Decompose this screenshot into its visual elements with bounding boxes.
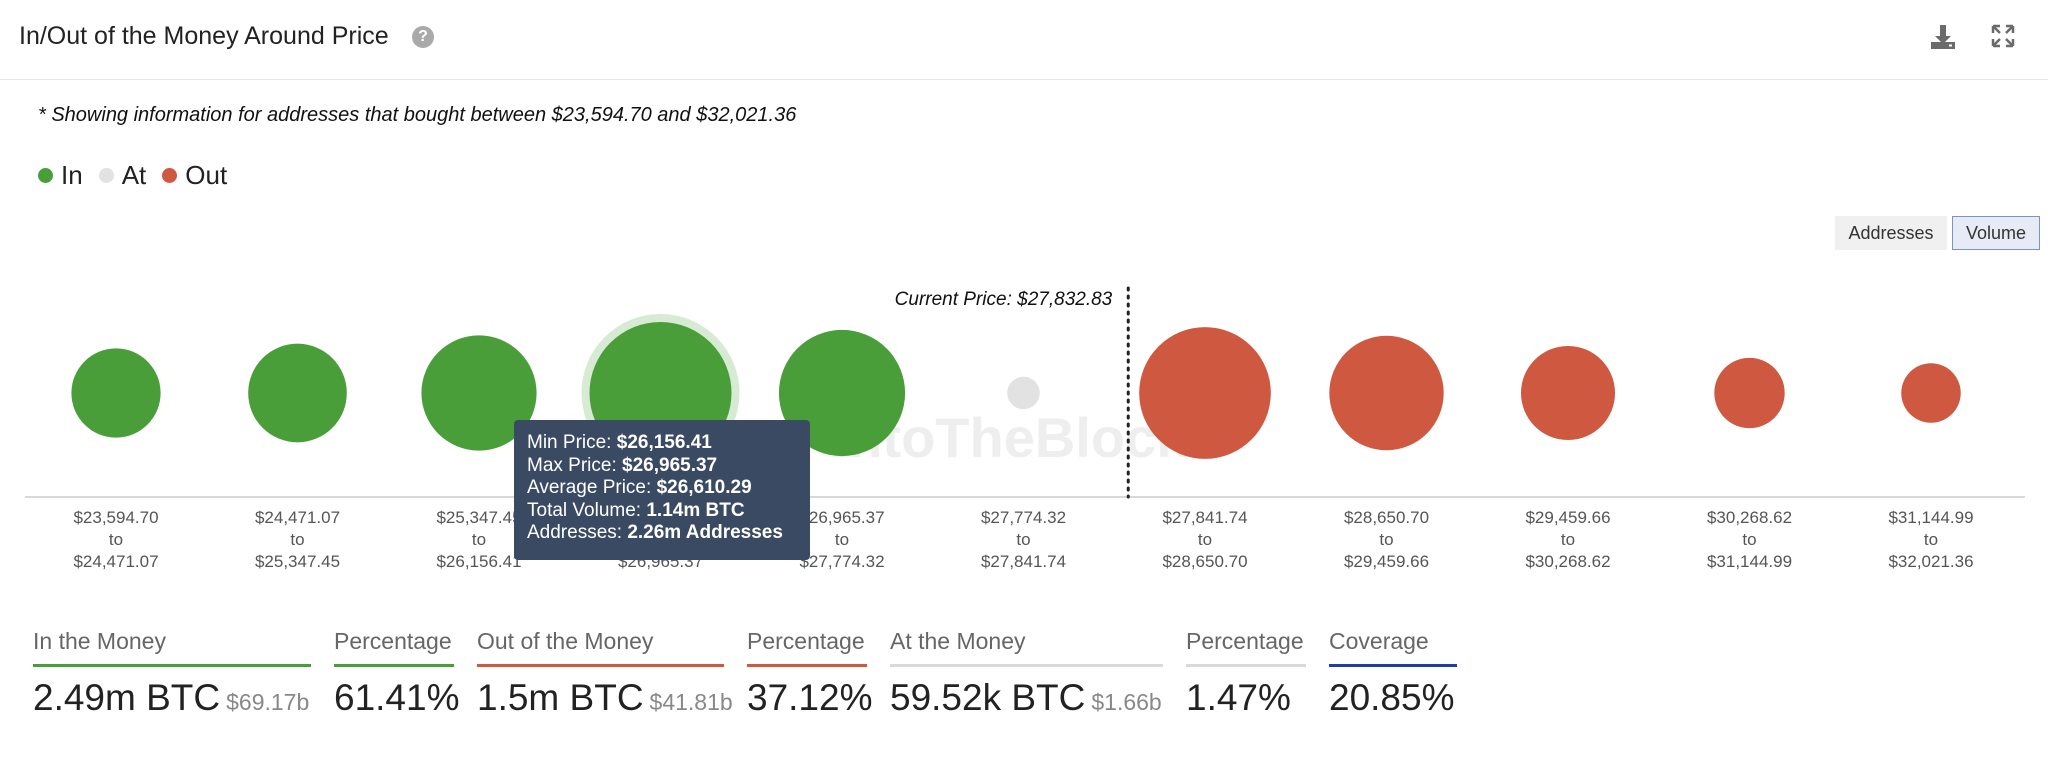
bucket-low-label: $29,459.66 bbox=[1525, 508, 1610, 527]
stat-sub-value: $41.81b bbox=[649, 689, 733, 715]
bucket-high-label: $32,021.36 bbox=[1888, 552, 1973, 571]
stat-value: 2.49m BTC $69.17b bbox=[33, 677, 310, 718]
expand-icon[interactable] bbox=[1989, 22, 2017, 50]
stat-label: Percentage bbox=[1186, 628, 1304, 654]
bucket-high-label: $24,471.07 bbox=[73, 552, 158, 571]
stat-in-the-money: In the Money 2.49m BTC $69.17b bbox=[33, 628, 311, 719]
stat-value: 61.41% bbox=[334, 677, 460, 718]
bucket-high-label: $31,144.99 bbox=[1707, 552, 1792, 571]
stat-rule bbox=[1186, 664, 1306, 667]
stat-rule bbox=[334, 664, 454, 667]
help-icon[interactable]: ? bbox=[412, 26, 434, 48]
bubble-out[interactable] bbox=[1520, 345, 1616, 441]
legend-label-in: In bbox=[61, 160, 83, 190]
bucket-high-label: $27,774.32 bbox=[799, 552, 884, 571]
bubble-in[interactable] bbox=[71, 348, 161, 438]
stat-at-the-money: At the Money 59.52k BTC $1.66b bbox=[890, 628, 1163, 719]
stat-rule bbox=[477, 664, 724, 667]
bucket-low-label: $28,650.70 bbox=[1344, 508, 1429, 527]
legend-label-out: Out bbox=[185, 160, 228, 190]
volume-toggle-button[interactable]: Volume bbox=[1952, 216, 2040, 250]
bubble-in[interactable] bbox=[421, 335, 537, 451]
bucket-to-label: to bbox=[472, 530, 486, 549]
bucket-high-label: $26,156.41 bbox=[436, 552, 521, 571]
bucket-high-label: $25,347.45 bbox=[255, 552, 340, 571]
bucket-to-label: to bbox=[835, 530, 849, 549]
bucket-low-label: $30,268.62 bbox=[1707, 508, 1792, 527]
download-icon[interactable] bbox=[1928, 22, 1958, 52]
bubble-out[interactable] bbox=[1714, 357, 1785, 429]
stat-label: In the Money bbox=[33, 628, 166, 654]
page-title: In/Out of the Money Around Price bbox=[19, 22, 389, 50]
stat-label: Percentage bbox=[747, 628, 865, 654]
addresses-toggle-button[interactable]: Addresses bbox=[1835, 216, 1947, 250]
panel-header: In/Out of the Money Around Price ? bbox=[0, 0, 2048, 80]
legend-item-in[interactable]: In bbox=[38, 160, 83, 191]
stat-rule bbox=[33, 664, 311, 667]
bucket-low-label: $24,471.07 bbox=[255, 508, 340, 527]
tooltip-average-price: Average Price: $26,610.29 bbox=[527, 477, 752, 498]
bubble-in[interactable] bbox=[778, 329, 906, 457]
bucket-to-label: to bbox=[1561, 530, 1575, 549]
stat-label: Out of the Money bbox=[477, 628, 654, 654]
stat-value: 1.47% bbox=[1186, 677, 1291, 718]
stat-rule bbox=[890, 664, 1163, 667]
stat-at-percentage: Percentage 1.47% bbox=[1186, 628, 1306, 719]
tooltip-addresses: Addresses: 2.26m Addresses bbox=[527, 522, 783, 543]
bubble-out[interactable] bbox=[1901, 363, 1961, 423]
bubble-in[interactable] bbox=[248, 343, 347, 443]
legend-item-out[interactable]: Out bbox=[162, 160, 227, 191]
tooltip-min-price: Min Price: $26,156.41 bbox=[527, 432, 712, 453]
stat-out-of-the-money: Out of the Money 1.5m BTC $41.81b bbox=[477, 628, 733, 719]
bucket-tooltip: Min Price: $26,156.41 Max Price: $26,965… bbox=[514, 420, 810, 560]
bucket-low-label: $25,347.45 bbox=[436, 508, 521, 527]
stat-value: 20.85% bbox=[1329, 677, 1455, 718]
legend-dot-at bbox=[98, 168, 114, 183]
tooltip-max-price: Max Price: $26,965.37 bbox=[527, 454, 718, 476]
bucket-to-label: to bbox=[1924, 530, 1938, 549]
legend: In At Out bbox=[38, 160, 243, 191]
bucket-to-label: to bbox=[290, 530, 304, 549]
stat-value: 37.12% bbox=[747, 677, 873, 718]
bubble-out[interactable] bbox=[1329, 335, 1444, 451]
stat-sub-value: $1.66b bbox=[1091, 689, 1162, 715]
range-note: * Showing information for addresses that… bbox=[38, 104, 797, 126]
current-price-label: Current Price: $27,832.83 bbox=[895, 289, 1113, 310]
bubble-out[interactable] bbox=[1139, 327, 1271, 459]
stat-label: Coverage bbox=[1329, 628, 1429, 654]
bucket-to-label: to bbox=[1016, 530, 1030, 549]
stat-rule bbox=[747, 664, 867, 667]
tooltip-total-volume: Total Volume: 1.14m BTC bbox=[527, 499, 745, 521]
bucket-to-label: to bbox=[1198, 530, 1212, 549]
legend-label-at: At bbox=[121, 160, 147, 190]
stat-label: At the Money bbox=[890, 628, 1026, 654]
legend-item-at[interactable]: At bbox=[98, 160, 147, 191]
bucket-high-label: $27,841.74 bbox=[981, 552, 1066, 571]
legend-dot-out bbox=[162, 168, 178, 183]
bucket-to-label: to bbox=[1742, 530, 1756, 549]
bucket-low-label: $27,774.32 bbox=[981, 508, 1066, 527]
bucket-to-label: to bbox=[1379, 530, 1393, 549]
stat-rule bbox=[1329, 664, 1457, 667]
stat-value: 1.5m BTC $41.81b bbox=[477, 677, 733, 718]
bucket-high-label: $30,268.62 bbox=[1525, 552, 1610, 571]
stat-out-percentage: Percentage 37.12% bbox=[747, 628, 873, 719]
bucket-low-label: $26,965.37 bbox=[799, 508, 884, 527]
stat-value: 59.52k BTC $1.66b bbox=[890, 677, 1162, 718]
stat-sub-value: $69.17b bbox=[226, 689, 310, 715]
bubble-at[interactable] bbox=[1007, 376, 1040, 410]
bucket-low-label: $27,841.74 bbox=[1162, 508, 1247, 527]
stat-label: Percentage bbox=[334, 628, 452, 654]
stat-in-percentage: Percentage 61.41% bbox=[334, 628, 460, 719]
bucket-high-label: $29,459.66 bbox=[1344, 552, 1429, 571]
bucket-high-label: $28,650.70 bbox=[1162, 552, 1247, 571]
bucket-low-label: $31,144.99 bbox=[1888, 508, 1973, 527]
bucket-low-label: $23,594.70 bbox=[73, 508, 158, 527]
bucket-to-label: to bbox=[109, 530, 123, 549]
legend-dot-in bbox=[38, 168, 53, 183]
stat-coverage: Coverage 20.85% bbox=[1329, 628, 1457, 719]
